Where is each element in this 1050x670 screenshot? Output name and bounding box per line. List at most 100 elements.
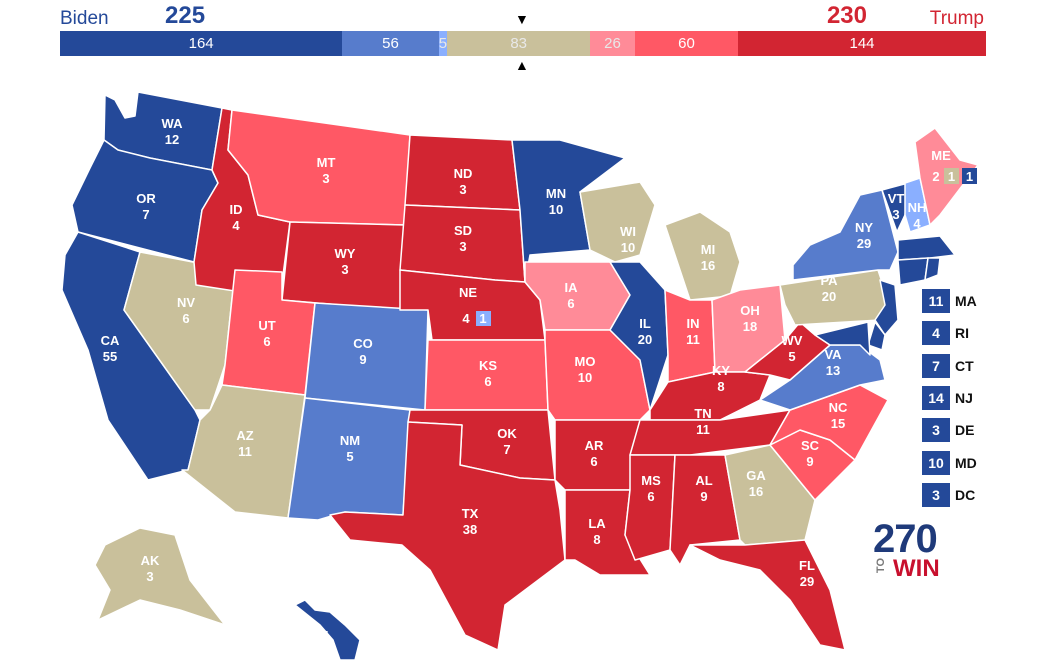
state-label-ar: AR (585, 438, 604, 453)
state-ny[interactable] (792, 189, 899, 281)
state-label-mo: MO (575, 354, 596, 369)
270towin-logo[interactable]: 270 TO WIN (873, 518, 953, 584)
small-state-name-ct: CT (955, 357, 974, 374)
small-state-name-nj: NJ (955, 389, 973, 406)
state-label-ok: OK (497, 426, 517, 441)
state-fl[interactable] (689, 539, 846, 651)
state-hi[interactable] (294, 599, 361, 661)
state-ev-mo: 10 (578, 370, 592, 385)
state-label-nm: NM (340, 433, 360, 448)
state-label-tn: TN (694, 406, 711, 421)
state-ev-hi: 4 (318, 644, 326, 659)
state-label-ms: MS (641, 473, 661, 488)
logo-win: WIN (893, 555, 940, 582)
ne-district-ev: 1 (479, 311, 486, 326)
state-label-la: LA (588, 516, 606, 531)
state-ev-ky: 8 (717, 379, 724, 394)
ev-bar-segment: 26 (590, 31, 635, 56)
state-ev-wi: 10 (621, 240, 635, 255)
me-district-1-box[interactable] (944, 168, 959, 184)
state-ev-nm: 5 (346, 449, 353, 464)
state-ev-ut: 6 (263, 334, 270, 349)
me-district-2-box[interactable] (962, 168, 977, 184)
small-state-name-de: DE (955, 422, 975, 439)
small-state-box-ma[interactable]: 11 (922, 289, 950, 313)
state-ev-id: 4 (232, 218, 240, 233)
results-header: Biden 225 230 Trump ▼ ▲ 164 56 5 83 26 60 144 (0, 0, 1050, 80)
state-ev-az: 11 (238, 444, 252, 459)
state-ev-wa: 12 (165, 132, 179, 147)
state-label-fl: FL (799, 558, 815, 573)
state-label-ak: AK (141, 553, 160, 568)
state-ev-co: 9 (359, 352, 366, 367)
state-ev-il: 20 (638, 332, 652, 347)
logo-number: 270 (873, 517, 938, 561)
small-state-box-dc[interactable]: 3 (922, 482, 950, 507)
state-label-az: AZ (236, 428, 253, 443)
state-ev-nc: 15 (831, 416, 845, 431)
state-ev-va: 13 (826, 363, 840, 378)
small-state-name-ri: RI (955, 325, 969, 342)
state-label-vt: VT (888, 191, 905, 206)
ev-bar-segment: 5 (438, 31, 448, 56)
state-label-ca: CA (101, 333, 120, 348)
state-ev-in: 11 (686, 332, 700, 347)
state-ev-ga: 16 (749, 484, 763, 499)
state-ev-mt: 3 (322, 171, 329, 186)
state-ev-ne: 4 (462, 311, 470, 326)
ev-bar-segment: 164 (60, 31, 343, 56)
state-label-ga: GA (746, 468, 766, 483)
state-ms[interactable] (624, 454, 676, 561)
small-state-box-ri[interactable]: 4 (922, 321, 950, 346)
state-label-in: IN (687, 316, 700, 331)
small-state-box-ct[interactable]: 7 (922, 353, 950, 378)
state-ev-nd: 3 (459, 182, 466, 197)
us-electoral-map: WA12OR7CA55NV6ID4MT3WY3UT6AZ11CO9NM5ND3S… (61, 91, 979, 661)
small-state-box-de[interactable]: 3 (922, 418, 950, 443)
state-label-mn: MN (546, 186, 566, 201)
state-ev-ca: 55 (103, 349, 117, 364)
state-label-co: CO (353, 336, 373, 351)
state-ev-ms: 6 (647, 489, 654, 504)
state-ri[interactable] (924, 257, 941, 281)
state-label-ks: KS (479, 358, 497, 373)
state-label-sd: SD (454, 223, 472, 238)
small-state-name-md: MD (955, 454, 977, 471)
me-district-1-ev: 1 (948, 169, 955, 184)
state-md[interactable] (814, 321, 871, 356)
state-ev-nh: 4 (913, 216, 921, 231)
state-label-nh: NH (908, 200, 927, 215)
270-marker-down-icon: ▼ (515, 11, 529, 27)
state-nh[interactable] (904, 177, 931, 233)
state-ev-al: 9 (700, 489, 707, 504)
biden-name: Biden (60, 8, 109, 29)
state-de[interactable] (867, 321, 886, 351)
state-label-tx: TX (462, 506, 479, 521)
state-ev-me: 2 (932, 169, 939, 184)
state-label-mt: MT (317, 155, 336, 170)
state-ev-sc: 9 (806, 454, 813, 469)
small-state-box-md[interactable]: 10 (922, 450, 950, 475)
state-label-ia: IA (565, 280, 579, 295)
state-label-ut: UT (258, 318, 275, 333)
state-ev-mn: 10 (549, 202, 563, 217)
state-mi[interactable] (664, 211, 741, 301)
state-wi[interactable] (579, 181, 656, 263)
state-ma[interactable] (897, 235, 956, 261)
ne-district-box[interactable] (476, 311, 491, 326)
state-ak[interactable] (94, 527, 226, 626)
small-state-box-nj[interactable]: 14 (922, 385, 950, 410)
state-ev-ak: 3 (146, 569, 153, 584)
state-ev-wy: 3 (341, 262, 348, 277)
state-ev-sd: 3 (459, 239, 466, 254)
state-label-wa: WA (162, 116, 184, 131)
state-ct[interactable] (897, 257, 929, 286)
state-ev-ok: 7 (503, 442, 510, 457)
state-label-ne: NE (459, 285, 477, 300)
ev-bar-segment: 144 (738, 31, 986, 56)
state-tx[interactable] (329, 421, 566, 651)
state-label-hi: HI (316, 628, 329, 643)
ev-bar-segment: 83 (447, 31, 591, 56)
state-ev-wv: 5 (788, 349, 795, 364)
270-marker-up-icon: ▲ (515, 57, 529, 73)
